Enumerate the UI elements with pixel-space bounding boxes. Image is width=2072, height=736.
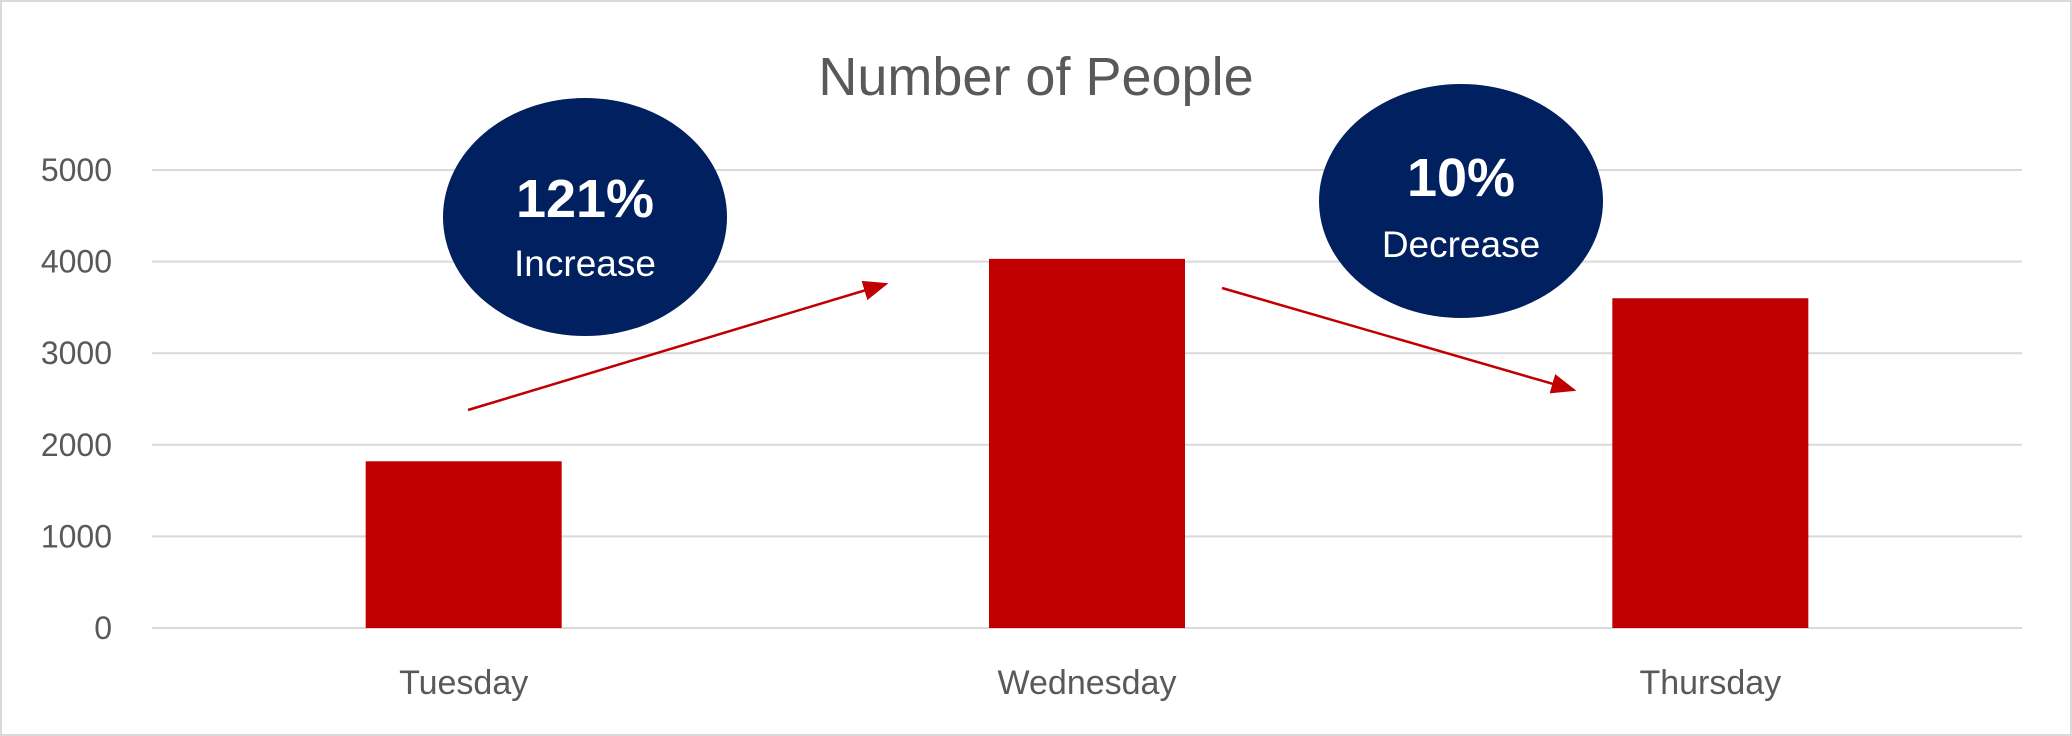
x-category-label: Wednesday bbox=[998, 664, 1177, 702]
y-tick-label: 3000 bbox=[41, 335, 112, 371]
change-annotations: 121% Increase 10% Decrease bbox=[443, 84, 1603, 412]
trend-arrow bbox=[1221, 286, 1577, 394]
callout-percent: 121% bbox=[516, 169, 654, 229]
chart-title: Number of People bbox=[818, 47, 1253, 107]
bar-wednesday bbox=[989, 258, 1185, 628]
y-tick-label: 2000 bbox=[41, 427, 112, 463]
trend-arrow bbox=[467, 280, 889, 412]
callout-label: Decrease bbox=[1382, 224, 1540, 265]
x-category-label: Tuesday bbox=[399, 664, 528, 702]
callout-label: Increase bbox=[514, 243, 656, 284]
bars bbox=[365, 258, 1809, 628]
callout-percent: 10% bbox=[1407, 148, 1515, 208]
x-axis-categories: Tuesday Wednesday Thursday bbox=[399, 664, 1781, 702]
y-tick-label: 4000 bbox=[41, 244, 112, 280]
y-tick-label: 5000 bbox=[41, 152, 112, 188]
annotation-increase: 121% Increase bbox=[443, 98, 889, 412]
y-axis-ticks: 0 1000 2000 3000 4000 5000 bbox=[41, 152, 112, 646]
bar-tuesday bbox=[365, 461, 562, 628]
annotation-decrease: 10% Decrease bbox=[1221, 84, 1603, 394]
y-tick-label: 1000 bbox=[41, 518, 112, 554]
callout-bubble bbox=[443, 98, 727, 336]
callout-bubble bbox=[1319, 84, 1603, 318]
x-category-label: Thursday bbox=[1639, 664, 1781, 702]
y-tick-label: 0 bbox=[94, 610, 112, 646]
bar-thursday bbox=[1612, 298, 1809, 628]
